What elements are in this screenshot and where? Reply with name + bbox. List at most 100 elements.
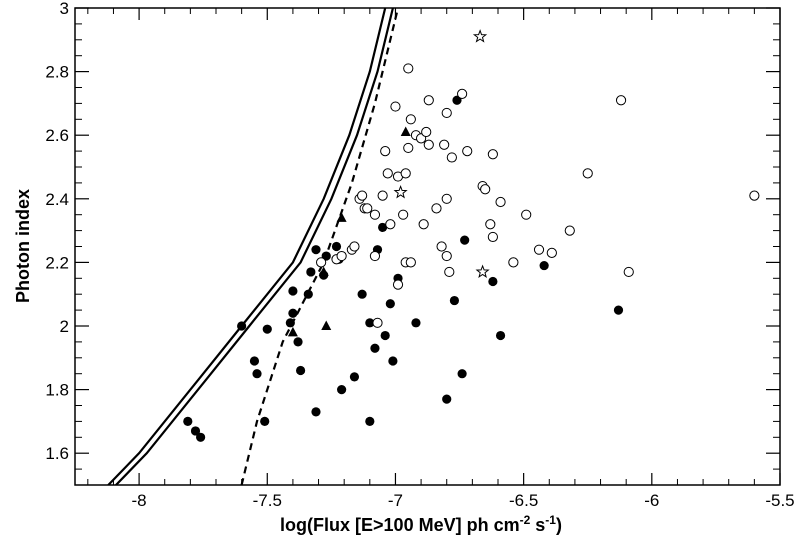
- open-circle-point: [546, 247, 557, 258]
- filled-circle-point: [495, 330, 506, 341]
- plot-frame: [74, 7, 781, 486]
- open-circle-point: [398, 209, 409, 220]
- y-tick-label: 2.8: [45, 63, 69, 82]
- x-tick-label: -7: [388, 491, 403, 510]
- filled-triangle-point: [321, 320, 332, 330]
- open-circle-point: [349, 241, 360, 252]
- filled-circle-point: [252, 369, 262, 379]
- filled-circle-point: [460, 235, 470, 245]
- dashed-bound-curve: [240, 8, 400, 485]
- y-tick-label: 3: [60, 0, 69, 18]
- open-circle-point: [423, 139, 434, 150]
- open-circle-point: [441, 250, 452, 262]
- filled-triangle-point: [336, 212, 347, 222]
- open-circle-point: [441, 107, 452, 119]
- open-circle-point: [405, 257, 416, 268]
- filled-circle-point: [296, 365, 306, 376]
- open-circle-point: [615, 95, 627, 106]
- open-circle-point: [369, 250, 381, 262]
- y-tick-label: 1.6: [45, 444, 69, 463]
- filled-circle-point: [331, 241, 342, 252]
- filled-circle-point: [190, 426, 201, 436]
- open-circle-point: [418, 219, 429, 230]
- filled-circle-point: [311, 245, 321, 255]
- open-circle-point: [431, 203, 442, 214]
- y-tick-label: 2.2: [45, 253, 69, 272]
- data-points: [183, 29, 760, 442]
- bound-curves: [107, 8, 400, 485]
- x-axis-title-sup2: -1: [545, 513, 556, 527]
- open-circle-point: [400, 168, 411, 179]
- x-tick-label: -7.5: [253, 491, 282, 510]
- open-circle-point: [390, 101, 401, 112]
- filled-circle-point: [539, 260, 549, 271]
- open-circle-point: [462, 146, 473, 157]
- filled-circle-point: [306, 267, 316, 277]
- open-circle-point: [564, 225, 575, 236]
- open-star-point: [475, 264, 490, 278]
- x-tick-label: -6: [644, 491, 659, 510]
- filled-circle-point: [183, 416, 193, 426]
- filled-circle-point: [385, 299, 395, 309]
- open-circle-point: [421, 126, 432, 138]
- open-circle-point: [405, 114, 416, 125]
- filled-circle-point: [293, 337, 303, 347]
- x-axis-title-main: log(Flux [E>100 MeV] ph cm: [280, 515, 520, 535]
- open-circle-point: [457, 88, 468, 99]
- x-tick-label: -6.5: [509, 491, 538, 510]
- filled-circle-point: [260, 416, 270, 426]
- x-tick-label: -5.5: [765, 491, 794, 510]
- open-circle-point: [485, 219, 496, 230]
- x-tick-label: -8: [132, 491, 147, 510]
- open-circle-point: [487, 231, 498, 243]
- filled-circle-point: [380, 330, 390, 341]
- open-circle-point: [382, 168, 393, 179]
- x-axis-title-end: ): [556, 515, 562, 535]
- filled-circle-point: [237, 321, 247, 331]
- open-circle-point: [480, 184, 491, 195]
- open-circle-point: [372, 317, 383, 328]
- open-circle-point: [508, 257, 519, 268]
- filled-circle-point: [449, 295, 460, 306]
- open-circle-point: [749, 190, 760, 201]
- open-circle-point: [582, 168, 593, 179]
- open-circle-point: [357, 190, 368, 201]
- filled-circle-point: [337, 385, 347, 395]
- filled-triangle-point: [400, 126, 411, 137]
- filled-circle-point: [457, 369, 467, 379]
- open-circle-point: [362, 203, 373, 214]
- filled-circle-point: [411, 318, 421, 328]
- filled-circle-point: [285, 318, 295, 328]
- filled-circle-point: [442, 394, 452, 404]
- solid-bound-curve-1: [107, 8, 387, 485]
- filled-triangle-point: [287, 326, 298, 337]
- open-circle-point: [495, 196, 506, 208]
- open-star-point: [472, 29, 488, 43]
- open-star-point: [393, 184, 408, 199]
- open-circle-point: [439, 139, 450, 150]
- y-tick-label: 2.4: [45, 190, 69, 209]
- x-axis-title-mid: s: [530, 515, 545, 535]
- filled-circle-point: [613, 305, 624, 315]
- filled-circle-point: [349, 372, 360, 382]
- open-circle-point: [487, 149, 498, 160]
- y-axis-title: Photon index: [13, 189, 33, 303]
- filled-circle-point: [288, 308, 298, 318]
- filled-circle-point: [357, 289, 367, 299]
- open-circle-point: [436, 241, 447, 252]
- filled-triangle-point: [318, 266, 329, 276]
- filled-circle-point: [365, 318, 375, 328]
- open-circle-point: [623, 266, 634, 278]
- open-circle-point: [441, 193, 452, 204]
- filled-circle-point: [196, 432, 206, 442]
- filled-circle-point: [311, 407, 321, 417]
- open-circle-point: [423, 95, 434, 106]
- y-tick-label: 2: [60, 317, 69, 336]
- filled-circle-point: [370, 343, 380, 353]
- open-circle-point: [403, 63, 414, 74]
- open-circle-point: [446, 152, 457, 163]
- filled-circle-point: [488, 276, 498, 287]
- filled-circle-point: [365, 416, 375, 426]
- y-tick-label: 2.6: [45, 126, 69, 145]
